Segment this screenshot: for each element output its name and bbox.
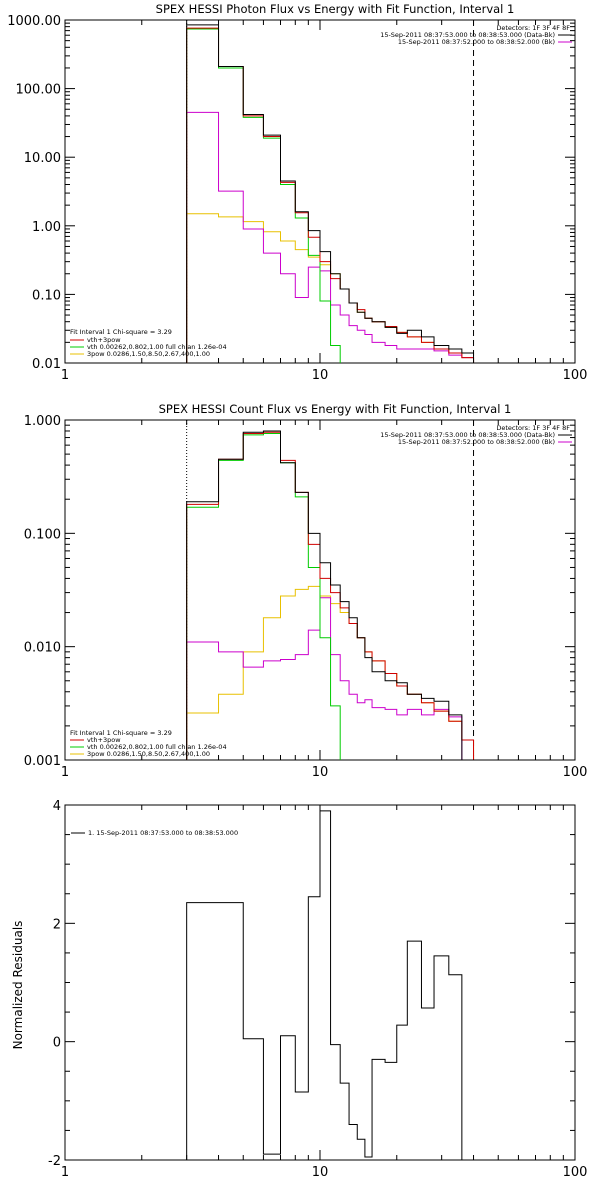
legend-entry-vth-3pow: vth+3pow (87, 336, 121, 344)
series-vth-3pow-line (186, 431, 485, 760)
photon-flux-panel: SPEX HESSI Photon Flux vs Energy with Fi… (7, 2, 587, 383)
y-tick-label: 1.00 (32, 220, 61, 235)
y-tick-label: 0.10 (32, 288, 61, 303)
legend-right: 15-Sep-2011 08:37:53.000 to 08:38:53.000… (380, 31, 572, 46)
count-flux-panel: SPEX HESSI Count Flux vs Energy with Fit… (24, 402, 588, 780)
y-tick-label: -2 (48, 1154, 61, 1169)
legend-right: 15-Sep-2011 08:37:53.000 to 08:38:53.000… (380, 431, 572, 446)
legend-left: 1. 15-Sep-2011 08:37:53.000 to 08:38:53.… (71, 829, 238, 837)
series-data-bk-line (186, 24, 475, 363)
y-tick-label: 1000.00 (7, 14, 61, 29)
y-tick-label: 10.00 (24, 151, 61, 166)
x-tick-label: 1 (61, 368, 69, 383)
legend-left: Fit Interval 1 Chi-square = 3.29 vth+3po… (70, 729, 227, 758)
x-tick-label: 100 (563, 368, 588, 383)
fit-title: Fit Interval 1 Chi-square = 3.29 (70, 328, 172, 336)
series-3pow-line (186, 585, 485, 760)
legend-entry-residuals: 1. 15-Sep-2011 08:37:53.000 to 08:38:53.… (88, 829, 238, 837)
y-tick-label: 100.00 (16, 83, 62, 98)
x-tick-label: 1 (61, 1165, 69, 1180)
legend-entry-3pow: 3pow 0.0286,1.50,8.50,2.67,400,1.00 (87, 750, 210, 758)
legend-entry-3pow: 3pow 0.0286,1.50,8.50,2.67,400,1.00 (87, 350, 210, 358)
chart-title: SPEX HESSI Count Flux vs Energy with Fit… (159, 402, 512, 416)
legend-entry-bk: 15-Sep-2011 08:37:52.000 to 08:38:52.000… (398, 438, 555, 446)
legend-entry-vth: vth 0.00262,0.802,1.00 full chian 1.26e-… (87, 343, 227, 351)
axes: 1 10 100 0.01 0.10 1.00 10.00 100.00 1000.00 (7, 14, 587, 383)
axes: 1 10 100 -2 0 2 4 (48, 799, 587, 1180)
y-tick-label: 2 (53, 917, 61, 932)
x-tick-label: 10 (312, 765, 329, 780)
legend-entry-vth-3pow: vth+3pow (87, 736, 121, 744)
series-residuals-line (186, 810, 463, 1160)
series-vth-line (186, 433, 485, 760)
plot-frame (64, 19, 576, 364)
x-tick-label: 1 (61, 765, 69, 780)
legend-left: Fit Interval 1 Chi-square = 3.29 vth+3po… (70, 328, 227, 358)
x-tick-label: 100 (563, 765, 588, 780)
series-data-bk-line (186, 430, 485, 760)
y-tick-label: 0.010 (24, 641, 61, 656)
series-layer (186, 20, 475, 363)
residuals-panel: 1 10 100 -2 0 2 4 Normalized Residuals 1. 15-S… (11, 799, 587, 1180)
series-layer (186, 810, 463, 1160)
detectors-label: Detectors: 1F 3F 4F 8F (496, 424, 570, 432)
y-tick-label: 4 (53, 799, 61, 814)
series-vth-line (186, 28, 475, 363)
x-tick-label: 10 (312, 1165, 329, 1180)
x-tick-label: 10 (312, 368, 329, 383)
y-tick-label: 0 (53, 1036, 61, 1051)
chart-title: SPEX HESSI Photon Flux vs Energy with Fi… (156, 2, 515, 16)
x-tick-label: 100 (563, 1165, 588, 1180)
legend-entry-vth: vth 0.00262,0.802,1.00 full chian 1.26e-… (87, 743, 227, 751)
y-tick-label: 0.100 (24, 527, 61, 542)
y-tick-label: 0.001 (24, 754, 61, 769)
axes: 1 10 100 0.001 0.010 0.100 1.000 (24, 414, 588, 780)
legend-entry-data-bk: 15-Sep-2011 08:37:53.000 to 08:38:53.000… (380, 31, 555, 39)
legend-entry-bk: 15-Sep-2011 08:37:52.000 to 08:38:52.000… (398, 38, 555, 46)
fit-title: Fit Interval 1 Chi-square = 3.29 (70, 729, 172, 737)
detectors-label: Detectors: 1F 3F 4F 8F (496, 24, 570, 32)
y-tick-label: 1.000 (24, 414, 61, 429)
legend-entry-data-bk: 15-Sep-2011 08:37:53.000 to 08:38:53.000… (380, 431, 555, 439)
y-tick-label: 0.01 (32, 357, 61, 372)
series-layer (186, 420, 485, 760)
series-bk-line (186, 597, 485, 760)
y-axis-label: Normalized Residuals (11, 921, 25, 1050)
